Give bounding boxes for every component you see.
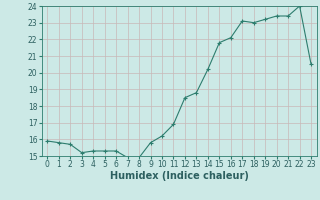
X-axis label: Humidex (Indice chaleur): Humidex (Indice chaleur) [110,171,249,181]
